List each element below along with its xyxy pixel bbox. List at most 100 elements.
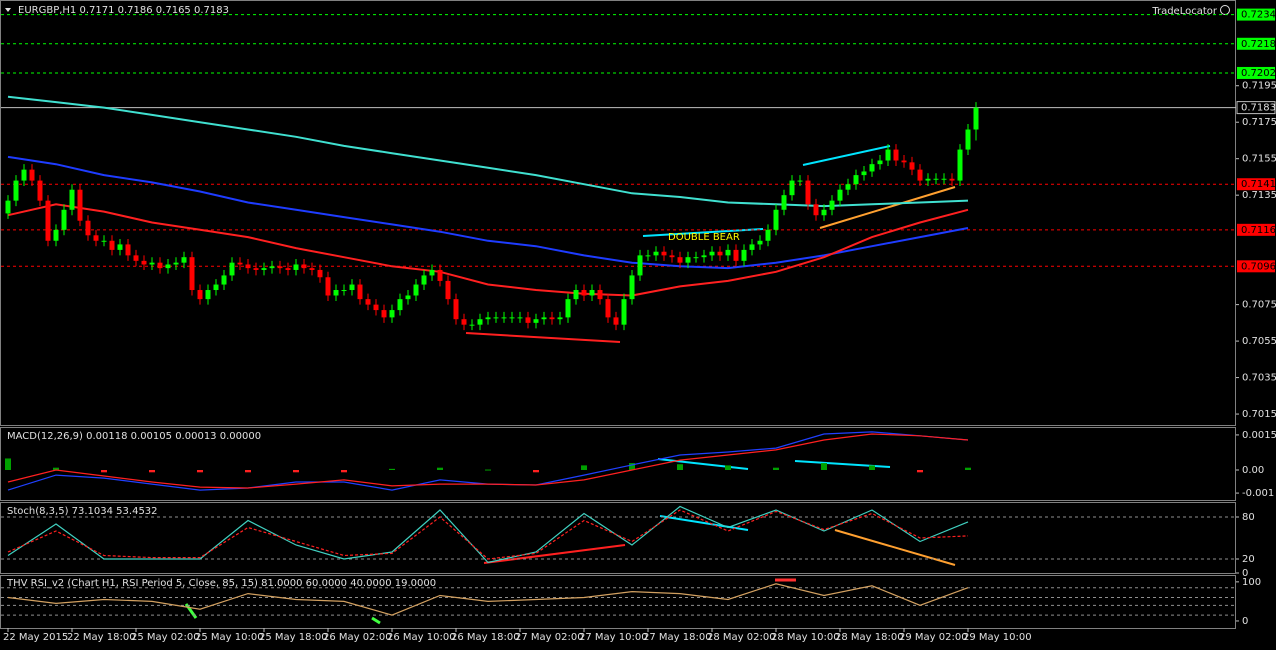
candle-body [733, 249, 739, 261]
candle-body [357, 284, 363, 300]
candle-body [205, 290, 211, 300]
candle-body [269, 266, 275, 269]
candle-body [293, 264, 299, 270]
panel-title: Stoch(8,3,5) 73.1034 53.4532 [7, 506, 158, 517]
histogram-bar [581, 465, 587, 470]
candle-body [493, 317, 499, 319]
histogram-bar [629, 463, 635, 470]
candle-body [669, 255, 675, 258]
y-tick-label: 0.7075 [1242, 300, 1276, 311]
candle-body [573, 290, 579, 300]
histogram-bar [341, 470, 347, 473]
histogram-bar [197, 470, 203, 473]
histogram-bar [293, 470, 299, 473]
level-label: 0.7218 [1241, 39, 1276, 50]
candle-body [485, 317, 491, 320]
candle-body [629, 275, 635, 300]
x-tick-label: 25 May 02:00 [131, 632, 200, 643]
level-label-box [1237, 260, 1275, 273]
candle-body [285, 268, 291, 270]
histogram-bar [53, 467, 59, 470]
menu-arrow [5, 8, 11, 12]
candle-body [381, 310, 387, 318]
candle-body [517, 317, 523, 319]
candle-body [181, 257, 187, 263]
indicator-line [7, 509, 969, 560]
candle-body [973, 107, 979, 130]
candle-body [117, 244, 123, 250]
candle-body [965, 129, 971, 150]
candle-body [157, 262, 163, 269]
candle-body [373, 304, 379, 311]
candle-body [893, 149, 899, 161]
x-tick-label: 26 May 10:00 [387, 632, 456, 643]
candle-body [749, 244, 755, 250]
y-tick-label: 0.00 [1242, 465, 1264, 476]
candle-body [885, 149, 891, 161]
x-tick-label: 28 May 02:00 [707, 632, 776, 643]
y-tick-label: 0 [1242, 568, 1248, 579]
panel-title: MACD(12,26,9) 0.00118 0.00105 0.00013 0.… [7, 431, 261, 442]
candle-body [797, 180, 803, 182]
level-label: 0.7202 [1241, 68, 1276, 79]
histogram-bar [965, 467, 971, 470]
y-tick-label: 0 [1242, 616, 1248, 627]
candle-body [509, 317, 515, 319]
x-tick-label: 26 May 18:00 [451, 632, 520, 643]
rsi-signal [371, 616, 381, 625]
histogram-bar [533, 470, 539, 473]
candle-body [101, 240, 107, 242]
trendline [819, 186, 956, 229]
candle-body [613, 317, 619, 325]
y-tick-label: 0.00152 [1242, 430, 1276, 441]
x-tick-label: 22 May 2015 [3, 632, 68, 643]
y-tick-label: 80 [1242, 512, 1255, 523]
candle-body [333, 290, 339, 296]
candle-body [765, 229, 771, 241]
x-tick-label: 26 May 02:00 [323, 632, 392, 643]
candle-body [501, 317, 507, 319]
candle-body [589, 290, 595, 296]
candle-body [429, 269, 435, 276]
x-tick-label: 29 May 10:00 [963, 632, 1032, 643]
candle-body [397, 299, 403, 311]
level-label: 0.7096 [1241, 261, 1276, 272]
candle-body [213, 284, 219, 291]
candle-body [581, 290, 587, 296]
candle-body [405, 295, 411, 300]
candle-body [349, 284, 355, 291]
candle-body [325, 277, 331, 296]
candle-body [861, 171, 867, 176]
histogram-bar [437, 467, 443, 470]
histogram-bar [773, 467, 779, 470]
candle-body [957, 149, 963, 181]
candle-body [597, 290, 603, 300]
y-tick-label: 0.7015 [1242, 409, 1276, 420]
level-label-box [1237, 66, 1275, 79]
candle-body [525, 317, 531, 323]
trendline [642, 228, 764, 237]
x-tick-label: 28 May 10:00 [771, 632, 840, 643]
x-tick-label: 25 May 18:00 [259, 632, 328, 643]
candle-body [549, 317, 555, 320]
trendline [802, 145, 891, 166]
watermark: TradeLocator [1151, 6, 1218, 17]
candle-body [621, 299, 627, 325]
candle-body [197, 290, 203, 300]
candle-body [477, 319, 483, 325]
candle-body [869, 164, 875, 172]
histogram-bar [677, 464, 683, 470]
candle-body [565, 299, 571, 318]
level-label-box [1237, 223, 1275, 236]
candle-body [389, 310, 395, 318]
x-tick-label: 27 May 02:00 [515, 632, 584, 643]
trendline [659, 515, 749, 531]
candle-body [725, 249, 731, 256]
candle-body [173, 262, 179, 265]
candle-body [437, 269, 443, 281]
candle-body [141, 260, 147, 265]
macd-frame [0, 427, 1236, 501]
candle-body [717, 251, 723, 256]
